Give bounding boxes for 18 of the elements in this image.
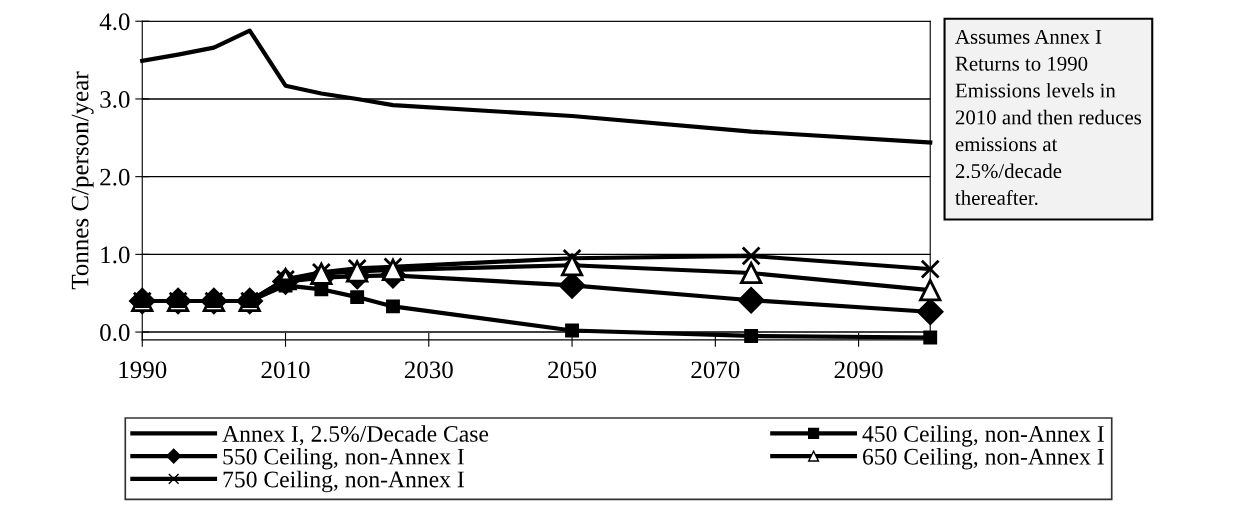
x-tick-label: 2010 (261, 361, 310, 379)
legend-label: Annex I, 2.5%/Decade Case (222, 425, 489, 446)
x-tick-label: 1990 (119, 361, 167, 379)
legend-label: 550 Ceiling, non-Annex I (223, 447, 464, 470)
y-tick-label: 0.0 (100, 324, 130, 342)
legend-label: 650 Ceiling, non-Annex I (863, 448, 1104, 470)
y-tick-label: 1.0 (101, 246, 130, 264)
y-tick-label: 2.0 (100, 168, 130, 186)
x-tick-label: 2070 (691, 361, 740, 379)
legend-label: 450 Ceiling, non-Annex I (862, 425, 1104, 447)
legend-label: 750 Ceiling, non-Annex I (223, 470, 464, 493)
y-tick-label: 3.0 (100, 91, 130, 108)
x-tick-label: 2030 (404, 361, 453, 379)
x-tick-label: 2090 (834, 361, 883, 379)
y-axis-title: Tonnes C/person/year (71, 71, 94, 290)
x-tick-label: 2050 (548, 361, 597, 379)
y-tick-label: 4.0 (99, 13, 130, 31)
text: Assumes Annex I Returns to 1990 Emissions levels in 2010 and then reduces emissions at 2.5%/decade thereafter. (955, 29, 1142, 206)
